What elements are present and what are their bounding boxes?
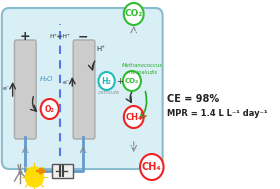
- Text: O₂: O₂: [45, 105, 55, 114]
- Text: H₂: H₂: [102, 77, 111, 85]
- Text: H⁺: H⁺: [97, 46, 106, 52]
- Text: CH₄: CH₄: [125, 112, 142, 122]
- Circle shape: [25, 167, 43, 187]
- Circle shape: [41, 99, 59, 119]
- FancyBboxPatch shape: [15, 40, 36, 139]
- Text: CE = 98%: CE = 98%: [167, 94, 219, 104]
- Circle shape: [123, 71, 141, 91]
- Text: +: +: [20, 30, 31, 43]
- Text: CO₂: CO₂: [125, 9, 143, 19]
- Text: H⁺↔H⁺: H⁺↔H⁺: [49, 33, 70, 39]
- Text: CH₄: CH₄: [142, 162, 162, 172]
- Text: −: −: [78, 30, 88, 43]
- FancyBboxPatch shape: [2, 8, 163, 169]
- Text: Methanococcus
maripaludis: Methanococcus maripaludis: [122, 63, 163, 75]
- Text: H₂O: H₂O: [40, 76, 54, 82]
- Text: e⁻: e⁻: [3, 87, 10, 91]
- Circle shape: [99, 72, 115, 90]
- Text: NiMo
cathode: NiMo cathode: [98, 83, 120, 95]
- FancyBboxPatch shape: [52, 164, 73, 178]
- FancyBboxPatch shape: [73, 40, 95, 139]
- Circle shape: [124, 106, 144, 128]
- Text: MPR = 1.4 L L⁻¹ day⁻¹: MPR = 1.4 L L⁻¹ day⁻¹: [167, 109, 268, 119]
- Text: CO₂: CO₂: [125, 78, 139, 84]
- Text: +: +: [116, 77, 123, 85]
- Text: e⁻: e⁻: [62, 80, 69, 84]
- Circle shape: [140, 154, 164, 180]
- Circle shape: [124, 3, 144, 25]
